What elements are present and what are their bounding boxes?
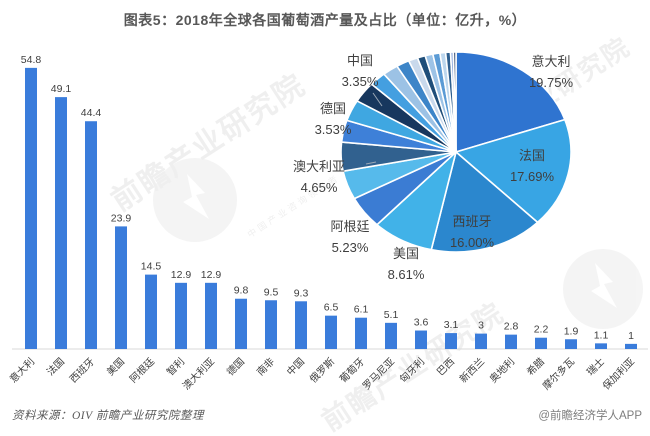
- bar-阿根廷: [145, 274, 157, 349]
- bar-value-label: 3.1: [444, 319, 459, 331]
- bar-value-label: 14.5: [141, 261, 162, 273]
- x-axis-label-葡萄牙: 葡萄牙: [337, 355, 367, 385]
- bar-西班牙: [85, 121, 97, 349]
- bar-罗马尼亚: [385, 322, 397, 349]
- bar-value-label: 44.4: [81, 107, 102, 119]
- x-axis-label-瑞士: 瑞士: [584, 355, 607, 378]
- pie-label-name-阿根廷: 阿根廷: [330, 219, 369, 234]
- x-axis-label-保加利亚: 保加利亚: [600, 355, 637, 392]
- source-note: 资料来源：OIV 前瞻产业研究院整理: [12, 410, 204, 422]
- bar-value-label: 9.8: [234, 285, 249, 297]
- x-axis-label-中国: 中国: [284, 355, 307, 378]
- x-axis-label-摩尔多瓦: 摩尔多瓦: [540, 355, 577, 392]
- pie-label-name-澳大利亚: 澳大利亚: [293, 159, 345, 174]
- bar-中国: [295, 301, 307, 349]
- pie-label-leader: [372, 92, 383, 107]
- bar-澳大利亚: [205, 282, 217, 349]
- pie-slice-西班牙: [430, 151, 539, 253]
- pie-label-pct-德国: 3.53%: [315, 122, 352, 137]
- bar-新西兰: [475, 333, 487, 349]
- bar-value-label: 2.8: [504, 321, 519, 333]
- x-axis-label-西班牙: 西班牙: [67, 356, 97, 386]
- bar-value-label: 1: [628, 330, 634, 342]
- watermark-text: 前瞻产业研究院: [105, 67, 311, 218]
- pie-label-pct-阿根廷: 5.23%: [332, 240, 369, 255]
- bar-value-label: 12.9: [171, 269, 192, 281]
- pie-label-name-西班牙: 西班牙: [452, 214, 491, 229]
- bar-value-label: 49.1: [51, 83, 72, 95]
- bar-value-label: 1.9: [564, 325, 579, 337]
- x-axis-label-澳大利亚: 澳大利亚: [180, 355, 217, 392]
- bar-value-label: 3.6: [414, 317, 429, 329]
- watermark-logo-bolt: [183, 174, 209, 219]
- pie-slice-保加利亚: [452, 51, 457, 153]
- bar-摩尔多瓦: [565, 339, 577, 349]
- x-axis-label-罗马尼亚: 罗马尼亚: [360, 356, 397, 393]
- watermark-logo-circle: [153, 158, 237, 242]
- bar-美国: [115, 226, 127, 349]
- pie-label-pct-中国: 3.35%: [342, 74, 379, 89]
- bar-俄罗斯: [325, 315, 337, 349]
- pie-label-name-德国: 德国: [320, 101, 346, 116]
- bar-法国: [55, 97, 67, 349]
- bar-value-label: 5.1: [384, 309, 399, 321]
- bar-奥地利: [505, 334, 517, 349]
- pie-slice-法国: [455, 118, 572, 224]
- pie-label-pct-西班牙: 16.00%: [450, 235, 495, 250]
- pie-label-leader: [365, 161, 377, 165]
- watermark-logo-bolt: [591, 263, 617, 308]
- pie-label-pct-澳大利亚: 4.65%: [301, 180, 338, 195]
- page-title: 图表5：2018年全球各国葡萄酒产量及占比（单位：亿升，%）: [123, 12, 527, 28]
- pie-label-name-意大利: 意大利: [531, 54, 570, 69]
- pie-label-name-中国: 中国: [347, 53, 373, 68]
- bar-value-label: 23.9: [111, 212, 132, 224]
- watermark-logo-circle: [563, 249, 643, 329]
- bar-匈牙利: [415, 330, 427, 349]
- bar-保加利亚: [625, 343, 637, 349]
- x-axis-label-奥地利: 奥地利: [487, 355, 517, 385]
- bar-巴西: [445, 333, 457, 349]
- x-axis-label-俄罗斯: 俄罗斯: [307, 355, 337, 385]
- bar-南非: [265, 300, 277, 349]
- pie-label-name-美国: 美国: [393, 246, 419, 261]
- bar-瑞士: [595, 343, 607, 349]
- x-axis-label-法国: 法国: [44, 355, 67, 378]
- x-axis-label-新西兰: 新西兰: [457, 355, 487, 385]
- x-axis-label-阿根廷: 阿根廷: [127, 355, 157, 385]
- pie-label-name-法国: 法国: [519, 148, 545, 163]
- bar-value-label: 12.9: [201, 269, 222, 281]
- bar-value-label: 6.1: [354, 304, 369, 316]
- credit-note: @前瞻经济学人APP: [538, 410, 642, 422]
- bar-德国: [235, 298, 247, 349]
- x-axis-label-匈牙利: 匈牙利: [397, 355, 427, 385]
- bar-value-label: 9.5: [264, 286, 279, 298]
- x-axis-label-智利: 智利: [164, 355, 187, 378]
- bar-智利: [175, 282, 187, 349]
- pie-label-pct-法国: 17.69%: [510, 169, 555, 184]
- bar-value-label: 54.8: [21, 54, 42, 66]
- x-axis-label-希腊: 希腊: [524, 355, 547, 378]
- pie-label-pct-美国: 8.61%: [388, 267, 425, 282]
- x-axis-label-意大利: 意大利: [7, 355, 37, 385]
- x-axis-label-德国: 德国: [224, 355, 247, 378]
- bar-葡萄牙: [355, 317, 367, 349]
- bar-value-label: 1.1: [594, 329, 609, 341]
- bar-value-label: 2.2: [534, 324, 549, 336]
- pie-label-pct-意大利: 19.75%: [529, 75, 574, 90]
- bar-意大利: [25, 67, 37, 349]
- bar-value-label: 9.3: [294, 287, 309, 299]
- bar-value-label: 3: [478, 320, 484, 332]
- x-axis-label-南非: 南非: [254, 355, 277, 378]
- x-axis-label-巴西: 巴西: [434, 356, 457, 379]
- x-axis-label-美国: 美国: [104, 355, 127, 378]
- bar-希腊: [535, 337, 547, 349]
- bar-value-label: 6.5: [324, 302, 339, 314]
